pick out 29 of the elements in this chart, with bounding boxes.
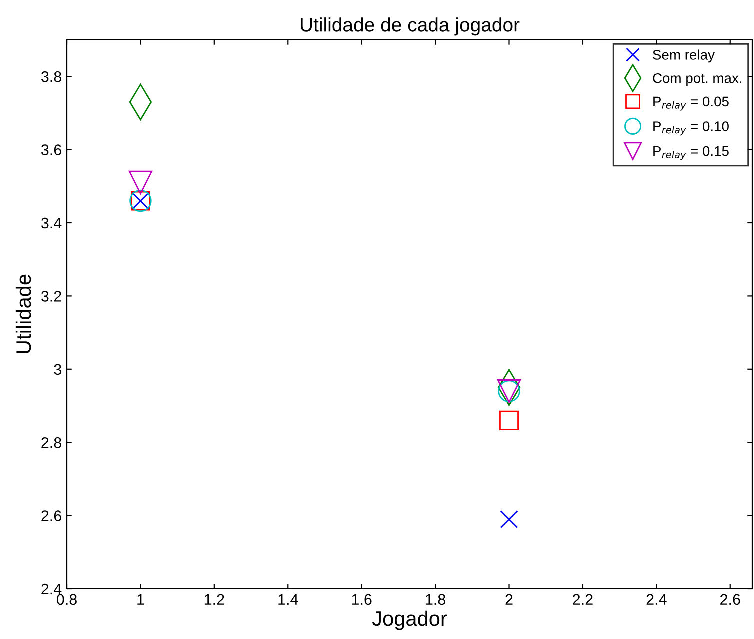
point xyxy=(128,170,153,195)
chart-title: Utilidade de cada jogador xyxy=(300,18,520,36)
x-tick-label: 2 xyxy=(506,594,513,605)
x-tick-label: 1.8 xyxy=(426,594,446,606)
x-axis-title: Jogador xyxy=(372,610,448,630)
y-tick-label: 3.2 xyxy=(41,291,62,302)
legend-label: Com pot. max. xyxy=(653,73,742,86)
x-tick-label: 1.4 xyxy=(278,594,298,605)
x-tick-label: 1.6 xyxy=(352,594,372,606)
y-tick-label: 2.6 xyxy=(42,510,62,522)
x-tick-label: 0.8 xyxy=(56,594,77,606)
y-tick-label: 3.8 xyxy=(41,71,62,82)
legend-label: P$_{relay}$ = 0.15 xyxy=(654,146,729,160)
x-tick-label: 2.6 xyxy=(720,594,740,606)
y-tick-label: 2.4 xyxy=(42,584,62,595)
legend-label: P$_{relay}$ = 0.05 xyxy=(654,96,729,111)
y-tick-label: 3 xyxy=(54,364,62,376)
x-tick-label: 2.2 xyxy=(573,594,593,605)
x-tick-label: 1.2 xyxy=(204,594,224,605)
legend-label: Sem relay xyxy=(653,50,715,63)
x-tick-label: 2.4 xyxy=(646,594,667,605)
legend-label: P$_{relay}$ = 0.10 xyxy=(654,122,729,136)
point xyxy=(500,410,519,430)
y-tick-label: 3.4 xyxy=(41,218,62,229)
y-tick-label: 3.6 xyxy=(41,144,62,156)
y-axis-title: Utilidade xyxy=(16,274,32,354)
point xyxy=(500,510,518,528)
y-tick-label: 2.8 xyxy=(42,437,62,448)
x-tick-label: 1 xyxy=(138,594,144,605)
